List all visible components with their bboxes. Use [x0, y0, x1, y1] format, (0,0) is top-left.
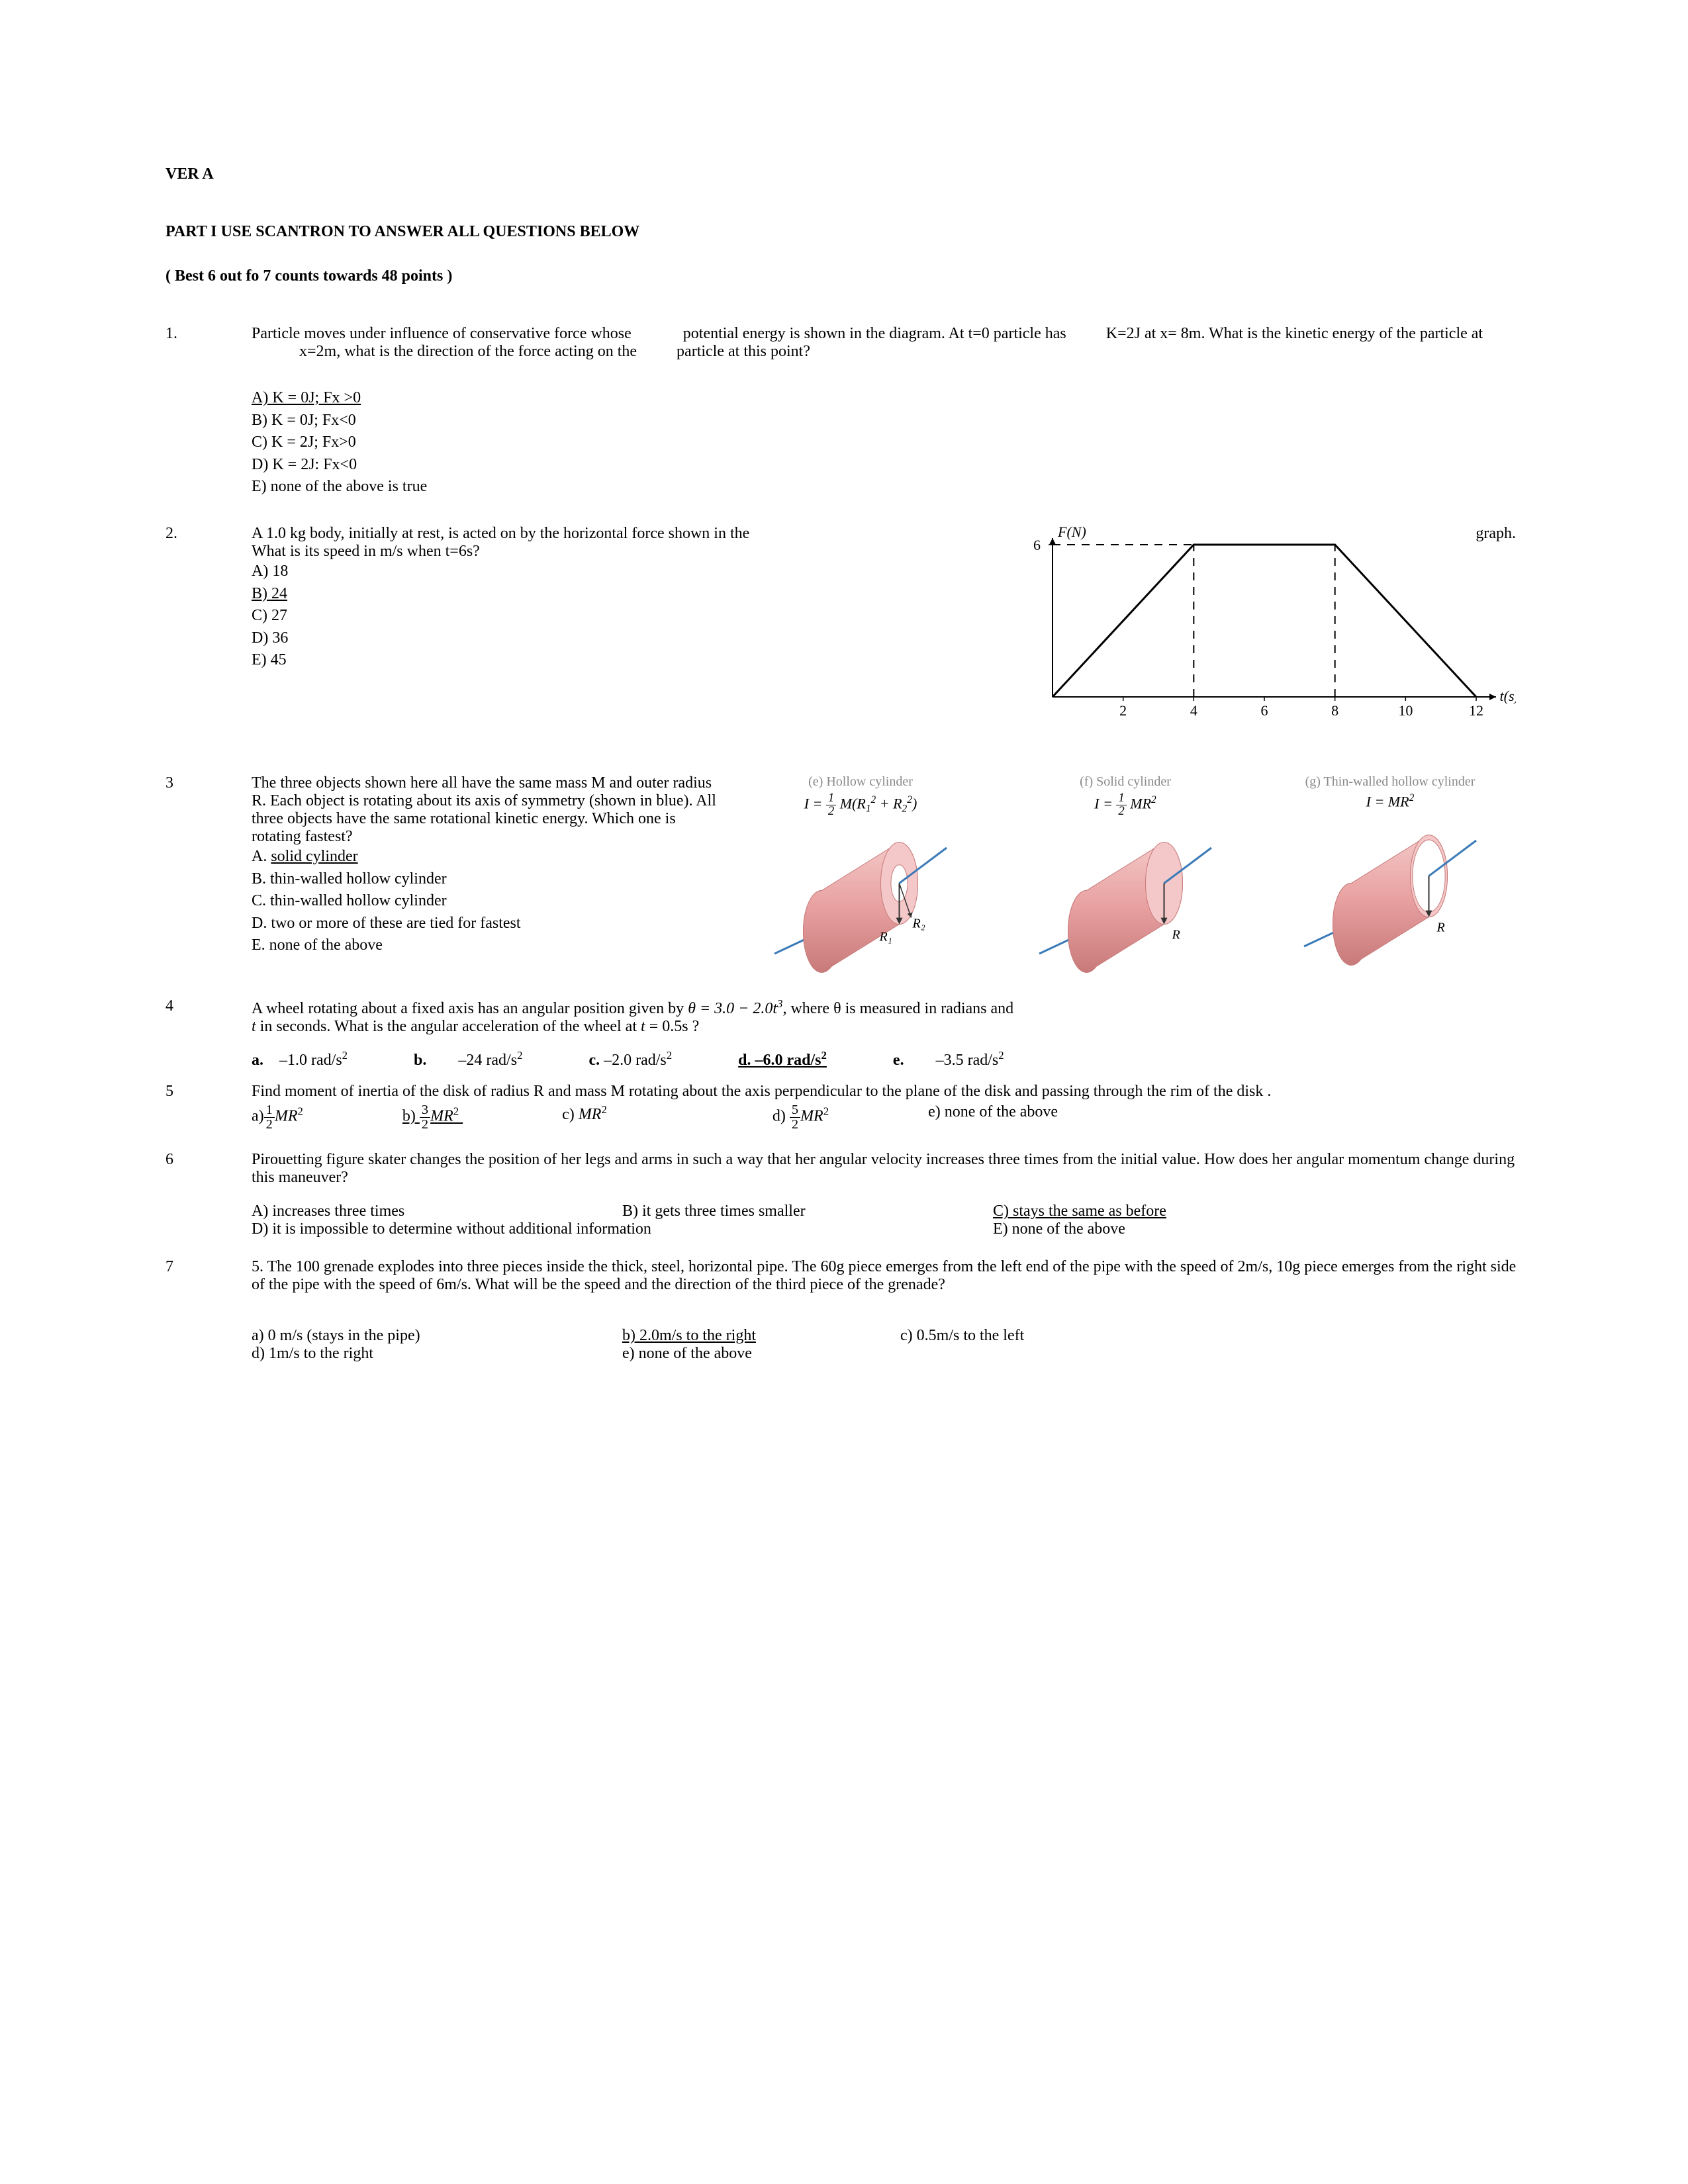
- q2-opt-a: A) 18: [252, 561, 1013, 583]
- q4-text-d: in seconds. What is the angular accelera…: [256, 1018, 641, 1035]
- q7-opt-a: a) 0 m/s (stays in the pipe): [252, 1327, 622, 1345]
- cyl-e-label: (e) Hollow cylinder: [728, 774, 993, 790]
- svg-text:4: 4: [1190, 702, 1197, 719]
- cyl-f-formula: I = 12 MR2: [993, 792, 1258, 817]
- q5-number: 5: [165, 1083, 252, 1131]
- svg-text:12: 12: [1469, 702, 1483, 719]
- q2-text-b: graph.: [1476, 525, 1516, 543]
- svg-text:t(s): t(s): [1496, 688, 1516, 704]
- question-5: 5 Find moment of inertia of the disk of …: [165, 1083, 1523, 1131]
- q1-options: A) K = 0J; Fx >0 B) K = 0J; Fx<0 C) K = …: [252, 387, 1523, 498]
- q6-opt-a: A) increases three times: [252, 1203, 622, 1220]
- q6-opt-d: D) it is impossible to determine without…: [252, 1220, 993, 1238]
- svg-text:R₁: R₁: [879, 930, 892, 944]
- question-4: 4 A wheel rotating about a fixed axis ha…: [165, 997, 1523, 1069]
- q6-options-row1: A) increases three times B) it gets thre…: [252, 1203, 1523, 1220]
- cyl-g-label: (g) Thin-walled hollow cylinder: [1258, 774, 1523, 790]
- cyl-e-svg: R₁ R₂: [761, 821, 960, 980]
- q5-opt-c: c) MR2: [562, 1103, 607, 1131]
- q6-options-row2: D) it is impossible to determine without…: [252, 1220, 1523, 1238]
- q2-opt-c: C) 27: [252, 605, 1013, 627]
- q4-text-a: A wheel rotating about a fixed axis has …: [252, 1000, 688, 1017]
- q1-opt-a: A) K = 0J; Fx >0: [252, 387, 1523, 410]
- question-2: 2. A 1.0 kg body, initially at rest, is …: [165, 525, 1523, 735]
- q6-opt-b: B) it gets three times smaller: [622, 1203, 993, 1220]
- q2-force-graph: 2 4 6 8 10 12 6 F(N) t(s): [1013, 525, 1516, 730]
- q4-text-e: t: [641, 1018, 645, 1035]
- cyl-e-formula: I = 12 M(R12 + R22): [728, 792, 993, 817]
- cyl-g-formula: I = MR2: [1258, 792, 1523, 810]
- cyl-f-label: (f) Solid cylinder: [993, 774, 1258, 790]
- question-6: 6 Pirouetting figure skater changes the …: [165, 1151, 1523, 1238]
- question-1: 1. Particle moves under influence of con…: [165, 325, 1523, 361]
- q7-opt-b: b) 2.0m/s to the right: [622, 1327, 900, 1345]
- q5-options: a)12MR2 b) 32MR2 c) MR2 d) 52MR2 e) none…: [252, 1103, 1523, 1131]
- q6-text: Pirouetting figure skater changes the po…: [252, 1151, 1523, 1187]
- version-header: VER A: [165, 165, 1523, 183]
- q7-options-row1: a) 0 m/s (stays in the pipe) b) 2.0m/s t…: [252, 1327, 1523, 1345]
- cyl-f-svg: R: [1026, 821, 1225, 980]
- q3-opt-a: A. A. solid cylindersolid cylinder: [252, 846, 728, 868]
- svg-text:F(N): F(N): [1057, 525, 1086, 540]
- question-3: 3 The three objects shown here all have …: [165, 774, 1523, 984]
- q7-options-row2: d) 1m/s to the right e) none of the abov…: [252, 1345, 1523, 1363]
- q6-opt-c: C) stays the same as before: [993, 1203, 1166, 1220]
- q7-number: 7: [165, 1258, 252, 1363]
- svg-text:6: 6: [1261, 702, 1268, 719]
- q1-opt-b: B) K = 0J; Fx<0: [252, 410, 1523, 432]
- q7-opt-c: c) 0.5m/s to the left: [900, 1327, 1024, 1345]
- svg-text:R: R: [1436, 921, 1445, 935]
- q2-opt-b: B) 24: [252, 583, 1013, 606]
- q1-opt-c: C) K = 2J; Fx>0: [252, 432, 1523, 454]
- q4-options: a. –1.0 rad/s2 b. –24 rad/s2 c. –2.0 rad…: [252, 1049, 1523, 1069]
- q1-opt-d: D) K = 2J: Fx<0: [252, 454, 1523, 477]
- q2-number: 2.: [165, 525, 252, 735]
- svg-text:R: R: [1172, 928, 1180, 942]
- q5-opt-b: b) 32MR2: [402, 1103, 463, 1131]
- q1-number: 1.: [165, 325, 252, 361]
- q4-text-b: , where θ is measured in radians and: [782, 1000, 1013, 1017]
- q7-opt-e: e) none of the above: [622, 1345, 752, 1363]
- q4-text-c: t: [252, 1018, 256, 1035]
- q2-text-c: What is its speed in m/s when t=6s?: [252, 543, 480, 560]
- part-header: PART I USE SCANTRON TO ANSWER ALL QUESTI…: [165, 223, 1523, 241]
- q5-opt-d: d) 52MR2: [773, 1103, 829, 1131]
- question-7: 7 5. The 100 grenade explodes into three…: [165, 1258, 1523, 1363]
- cyl-g-svg: R: [1291, 814, 1489, 973]
- q2-opt-d: D) 36: [252, 627, 1013, 650]
- q3-opt-e: E. none of the above: [252, 934, 728, 957]
- q5-text: Find moment of inertia of the disk of ra…: [252, 1083, 1523, 1101]
- q1-opt-e: E) none of the above is true: [252, 476, 1523, 498]
- q1-text: Particle moves under influence of conser…: [252, 325, 1523, 361]
- scoring-header: ( Best 6 out fo 7 counts towards 48 poin…: [165, 267, 1523, 285]
- svg-text:2: 2: [1119, 702, 1127, 719]
- svg-text:10: 10: [1398, 702, 1413, 719]
- svg-text:8: 8: [1331, 702, 1338, 719]
- q3-opt-d: D. two or more of these are tied for fas…: [252, 913, 728, 935]
- q2-text-a: A 1.0 kg body, initially at rest, is act…: [252, 525, 749, 542]
- q3-number: 3: [165, 774, 252, 984]
- q5-opt-a: a)12MR2: [252, 1103, 303, 1131]
- q3-text: The three objects shown here all have th…: [252, 774, 728, 846]
- q3-cylinders: (e) Hollow cylinder I = 12 M(R12 + R22) …: [728, 774, 1523, 984]
- q7-text: 5. The 100 grenade explodes into three p…: [252, 1258, 1523, 1294]
- q6-opt-e: E) none of the above: [993, 1220, 1125, 1238]
- q4-eq: θ = 3.0 − 2.0t3: [688, 1000, 782, 1017]
- q4-number: 4: [165, 997, 252, 1069]
- svg-text:6: 6: [1033, 537, 1041, 553]
- q5-opt-e: e) none of the above: [928, 1103, 1058, 1131]
- q7-opt-d: d) 1m/s to the right: [252, 1345, 622, 1363]
- svg-text:R₂: R₂: [912, 917, 925, 931]
- q2-opt-e: E) 45: [252, 649, 1013, 672]
- q6-number: 6: [165, 1151, 252, 1238]
- q3-opt-b: B. thin-walled hollow cylinder: [252, 868, 728, 891]
- q4-text-f: = 0.5s ?: [645, 1018, 700, 1035]
- q3-opt-c: C. thin-walled hollow cylinder: [252, 890, 728, 913]
